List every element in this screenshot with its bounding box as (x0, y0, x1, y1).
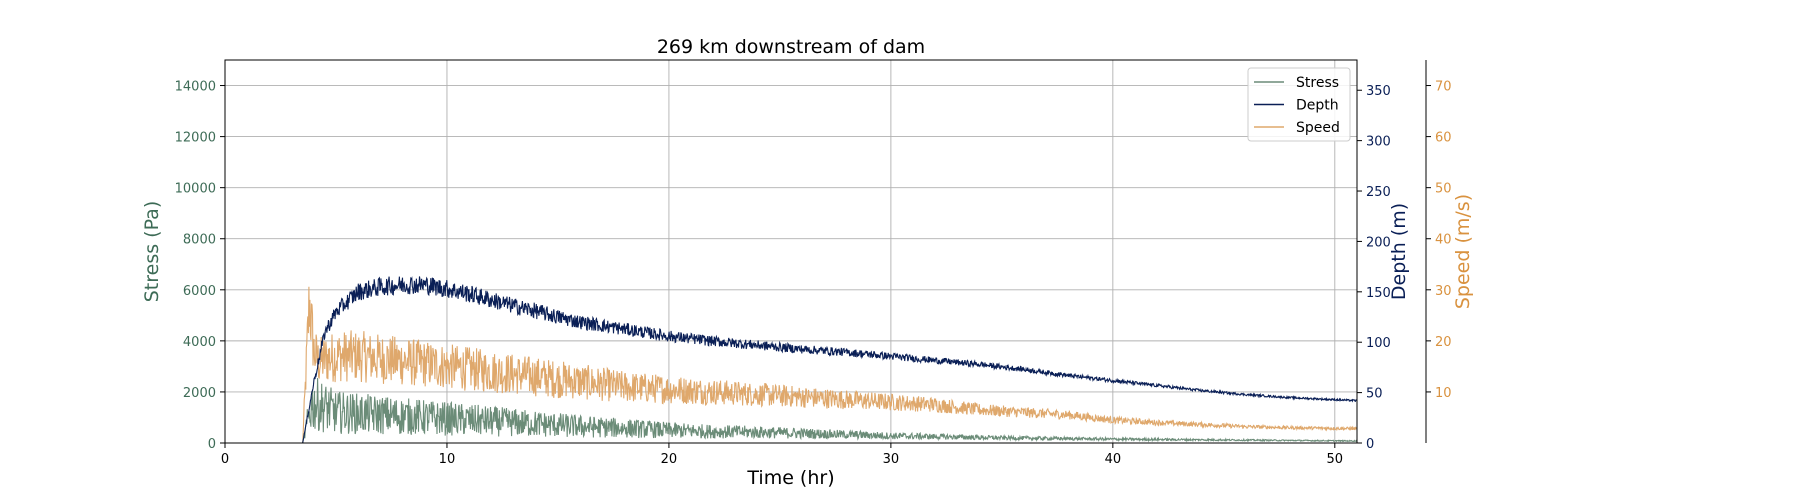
chart-title: 269 km downstream of dam (657, 36, 925, 58)
y-tick-label-depth-3: 150 (1366, 286, 1391, 301)
series-line-stress (225, 377, 1358, 444)
y-tick-label-speed-3: 40 (1435, 233, 1452, 248)
axes: 0 10 20 30 40 5002000400060008000100001200014… (141, 60, 1474, 467)
y-axis-label-speed: Speed (m/s) (1452, 194, 1474, 309)
y-tick-label-stress-3: 6000 (183, 284, 216, 299)
grid-lines (224, 60, 1357, 444)
plot-series (225, 276, 1358, 444)
legend-label-depth: Depth (1296, 98, 1339, 114)
y-tick-label-depth-4: 200 (1366, 235, 1391, 250)
series-line-speed (225, 286, 1358, 444)
y-tick-label-depth-7: 350 (1366, 84, 1391, 99)
y-axis-label-depth: Depth (m) (1388, 203, 1410, 300)
x-tick-label-3: 30 (883, 452, 900, 467)
y-tick-label-depth-0: 0 (1366, 437, 1374, 452)
y-tick-label-speed-4: 50 (1435, 182, 1452, 197)
y-tick-label-stress-2: 4000 (183, 335, 216, 350)
x-tick-label-2: 20 (661, 452, 678, 467)
legend-box (1247, 67, 1351, 142)
y-tick-label-speed-2: 30 (1435, 284, 1452, 299)
y-tick-label-depth-2: 100 (1366, 336, 1391, 351)
y-tick-label-depth-5: 250 (1366, 185, 1391, 200)
y-tick-label-speed-1: 20 (1435, 335, 1452, 350)
x-tick-label-5: 50 (1327, 452, 1344, 467)
series-line-depth (225, 276, 1358, 444)
y-axis-label-stress: Stress (Pa) (141, 201, 163, 303)
y-tick-label-speed-0: 10 (1435, 386, 1452, 401)
legend-label-stress: Stress (1296, 75, 1339, 91)
y-tick-label-stress-0: 0 (208, 437, 216, 452)
legend-label-speed: Speed (1296, 120, 1340, 136)
x-tick-label-0: 0 (221, 452, 229, 467)
x-tick-label-4: 40 (1105, 452, 1122, 467)
y-tick-label-stress-7: 14000 (175, 80, 216, 95)
plot-frame (224, 59, 1358, 444)
y-tick-label-depth-6: 300 (1366, 135, 1391, 150)
legend: Stress Depth Speed (1247, 67, 1351, 142)
y-tick-label-stress-6: 12000 (175, 131, 216, 146)
y-tick-label-speed-6: 70 (1435, 80, 1452, 95)
y-tick-label-speed-5: 60 (1435, 131, 1452, 146)
y-tick-label-stress-5: 10000 (175, 182, 216, 197)
y-tick-label-depth-1: 50 (1366, 387, 1383, 402)
y-tick-label-stress-4: 8000 (183, 233, 216, 248)
y-tick-label-stress-1: 2000 (183, 386, 216, 401)
x-axis-label: Time (hr) (746, 467, 834, 489)
x-tick-label-1: 10 (439, 452, 456, 467)
